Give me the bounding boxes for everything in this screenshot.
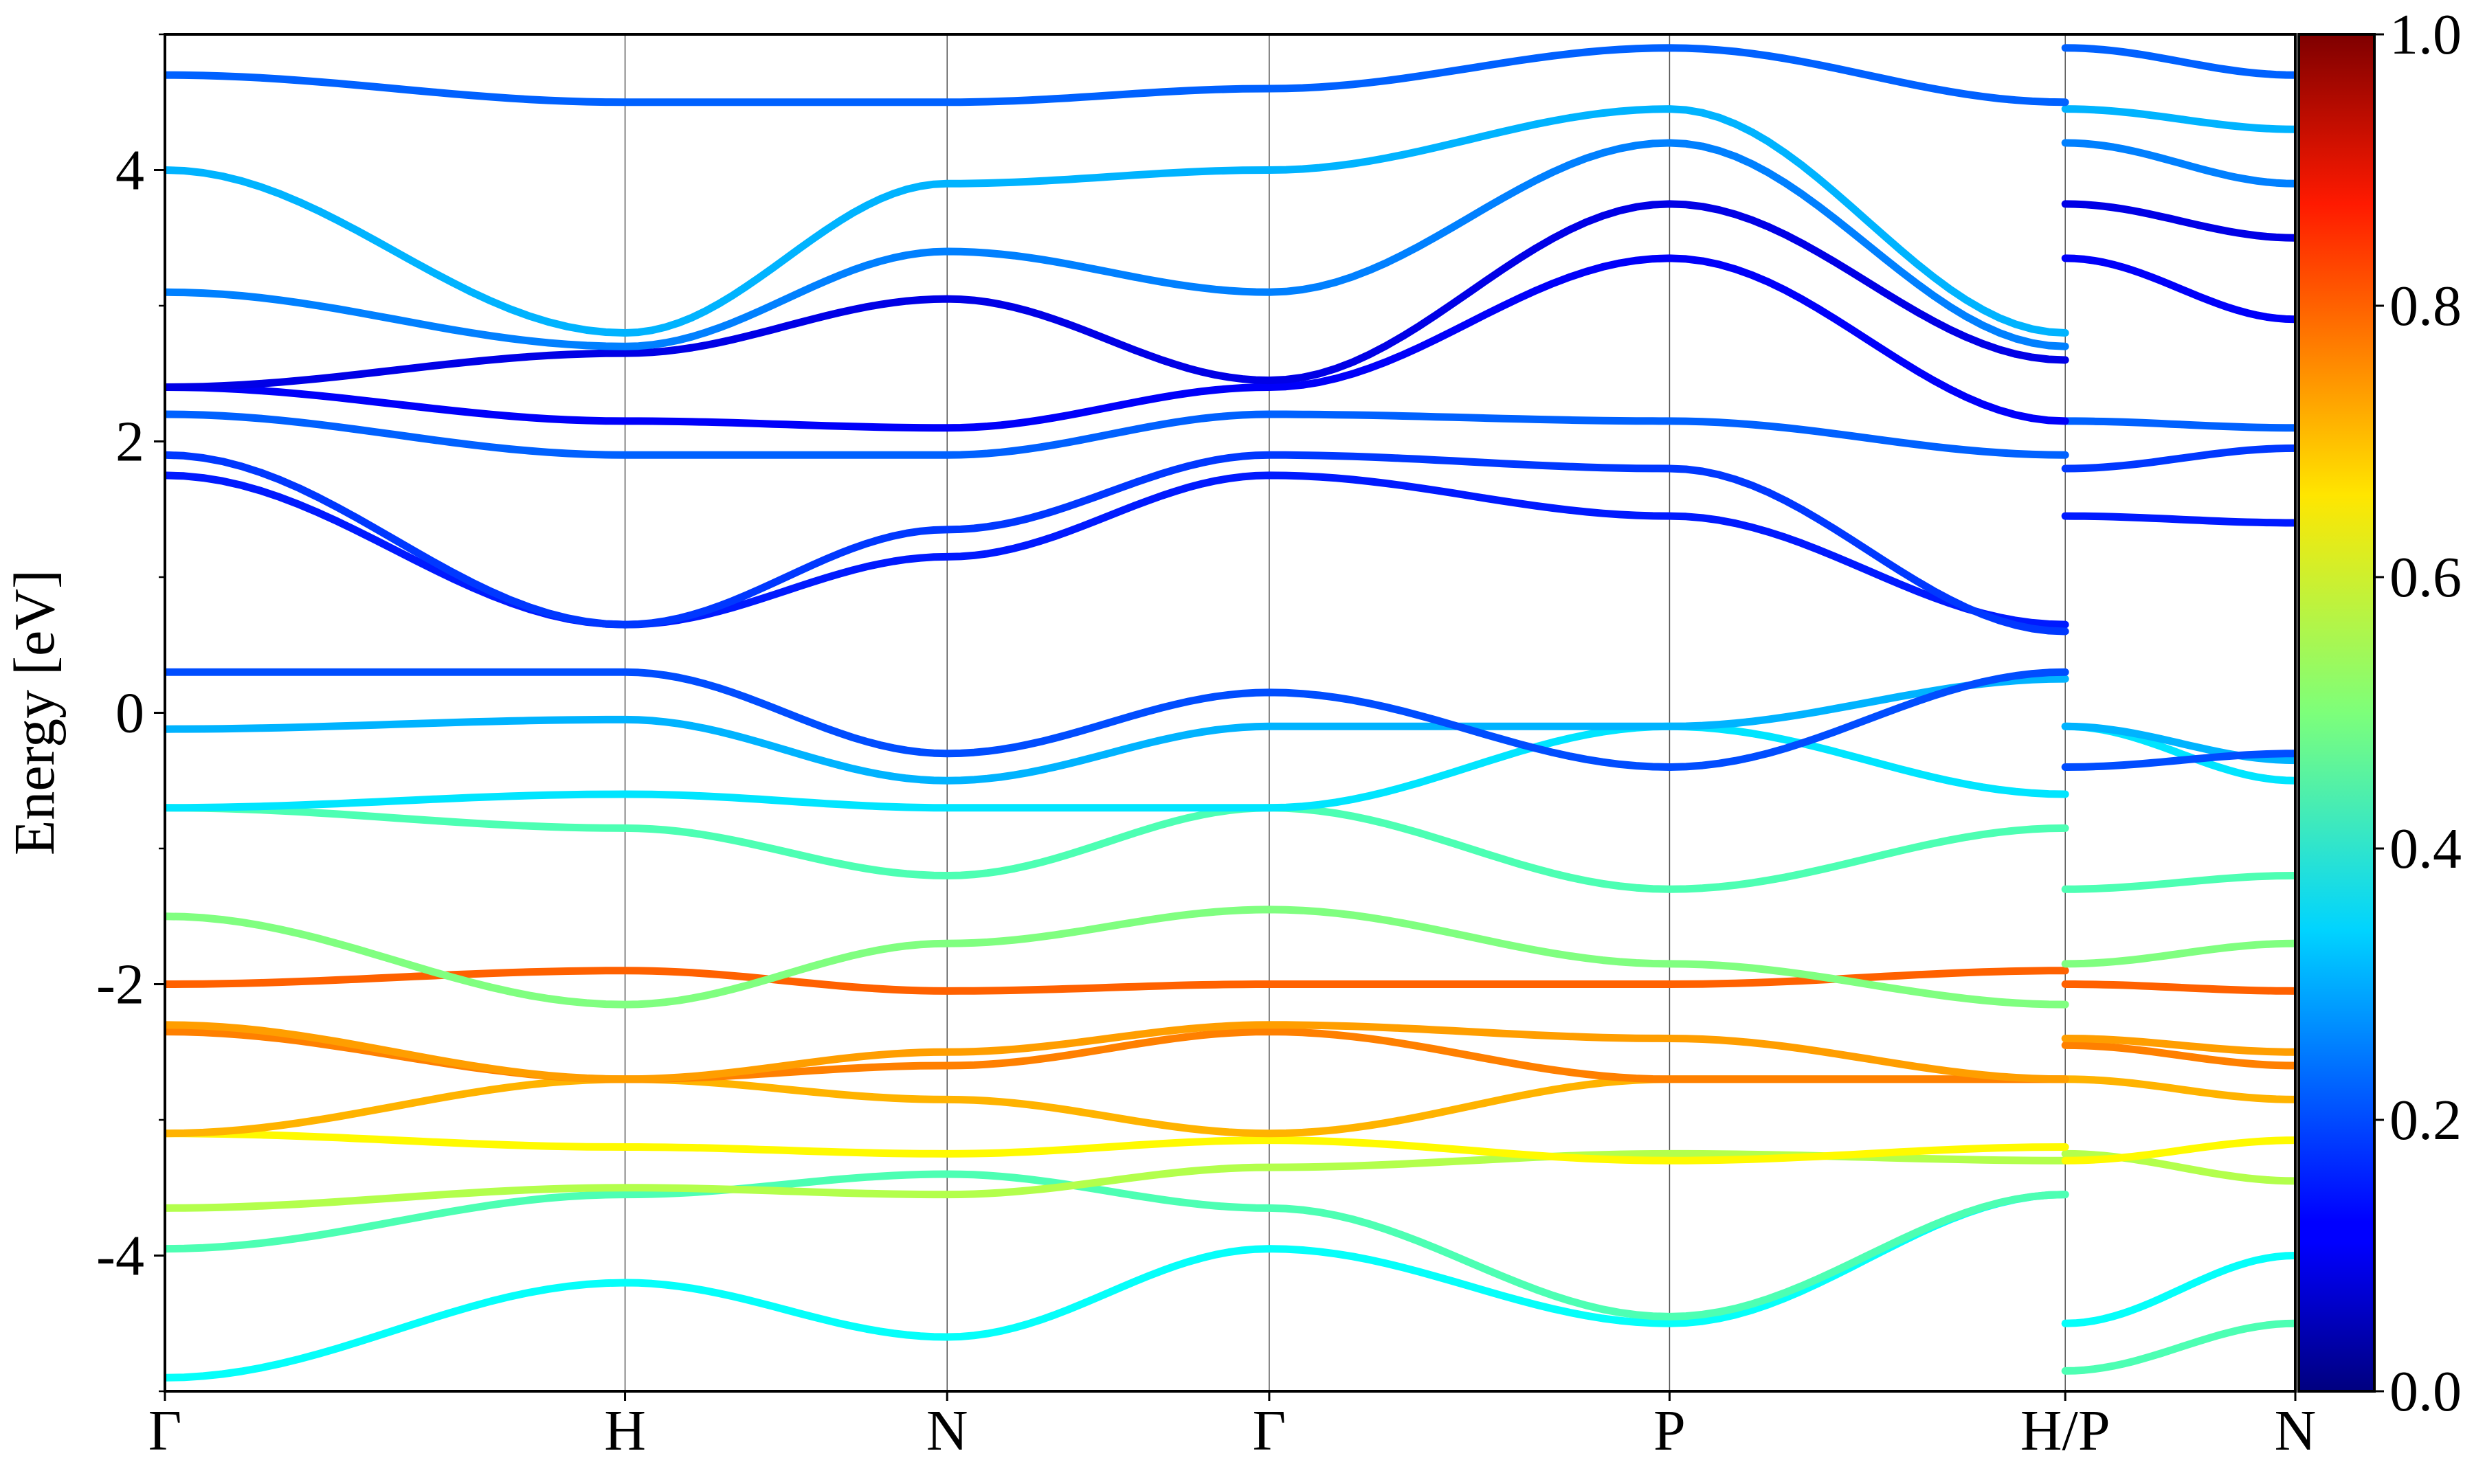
colorbar-ticks: 0.0 0.2 0.4 0.6 0.8 1.0	[2374, 3, 2462, 1424]
band-line-2	[165, 1149, 2069, 1212]
band-line-14	[165, 451, 2069, 636]
plot-frame	[164, 33, 2297, 1393]
band-line-8	[165, 906, 2069, 1009]
band-line-9	[2061, 872, 2295, 893]
x-tick-label: P	[1653, 1399, 1686, 1463]
y-tick-label: 2	[115, 410, 144, 474]
band-line-19	[2061, 105, 2295, 133]
band-line-14	[2061, 444, 2295, 473]
band-line-9	[165, 804, 2069, 893]
band-line-3	[2061, 1136, 2295, 1165]
colorbar-tick-label: 0.6	[2389, 546, 2462, 609]
band-line-11	[165, 675, 2069, 785]
high-symmetry-lines	[624, 34, 2066, 1391]
band-line-20	[2061, 44, 2295, 79]
y-tick-label: -2	[96, 953, 144, 1017]
band-line-6	[165, 1021, 2069, 1083]
plot-area	[164, 33, 2297, 1393]
band-line-16	[165, 254, 2069, 432]
colorbar-tick-label: 0.2	[2389, 1088, 2462, 1152]
band-line-6	[2061, 1035, 2295, 1056]
band-line-0	[2061, 1252, 2295, 1327]
colorbar-tick-label: 0.8	[2389, 274, 2462, 338]
y-tick-label: 0	[115, 682, 144, 745]
x-tick-label: N	[2275, 1399, 2317, 1463]
band-line-5	[2061, 1041, 2295, 1070]
band-line-17	[2061, 200, 2295, 242]
y-axis: -4 -2 0 2 4	[96, 33, 165, 1393]
band-line-4	[2061, 1075, 2295, 1103]
x-axis: Γ H N Γ P H/P N	[148, 1391, 2317, 1463]
colorbar-tick-label: 0.4	[2389, 817, 2462, 881]
band-line-10	[165, 722, 2069, 812]
band-line-12	[2061, 750, 2295, 771]
y-axis-label: Energy [eV]	[3, 570, 67, 855]
x-tick-label: H/P	[2020, 1399, 2110, 1463]
y-tick-label: -4	[96, 1224, 144, 1288]
band-line-0	[165, 1191, 2069, 1382]
band-line-13	[2061, 512, 2295, 527]
band-line-17	[165, 200, 2069, 391]
colorbar-tick-label: 1.0	[2389, 3, 2462, 67]
colorbar-tick-label: 0.0	[2389, 1360, 2462, 1424]
x-tick-label: N	[926, 1399, 968, 1463]
band-line-1	[2061, 1319, 2295, 1375]
x-tick-label: Γ	[148, 1399, 182, 1463]
colorbar: 0.0 0.2 0.4 0.6 0.8 1.0	[2297, 3, 2462, 1424]
x-tick-label: H	[604, 1399, 646, 1463]
bands	[165, 44, 2295, 1382]
band-line-8	[2061, 939, 2295, 968]
band-line-15	[2061, 417, 2295, 432]
x-tick-label: Γ	[1253, 1399, 1286, 1463]
colorbar-gradient	[2297, 33, 2376, 1393]
band-line-16	[2061, 254, 2295, 324]
band-line-4	[165, 1075, 2069, 1138]
band-line-18	[2061, 139, 2295, 188]
band-line-1	[165, 1170, 2069, 1320]
band-line-3	[165, 1129, 2069, 1165]
band-line-7	[165, 967, 2069, 995]
y-tick-label: 4	[115, 139, 144, 203]
band-line-20	[165, 44, 2069, 106]
band-line-12	[165, 668, 2069, 771]
band-line-19	[165, 105, 2069, 337]
band-line-7	[2061, 980, 2295, 995]
band-line-15	[165, 410, 2069, 459]
band-line-18	[165, 139, 2069, 350]
